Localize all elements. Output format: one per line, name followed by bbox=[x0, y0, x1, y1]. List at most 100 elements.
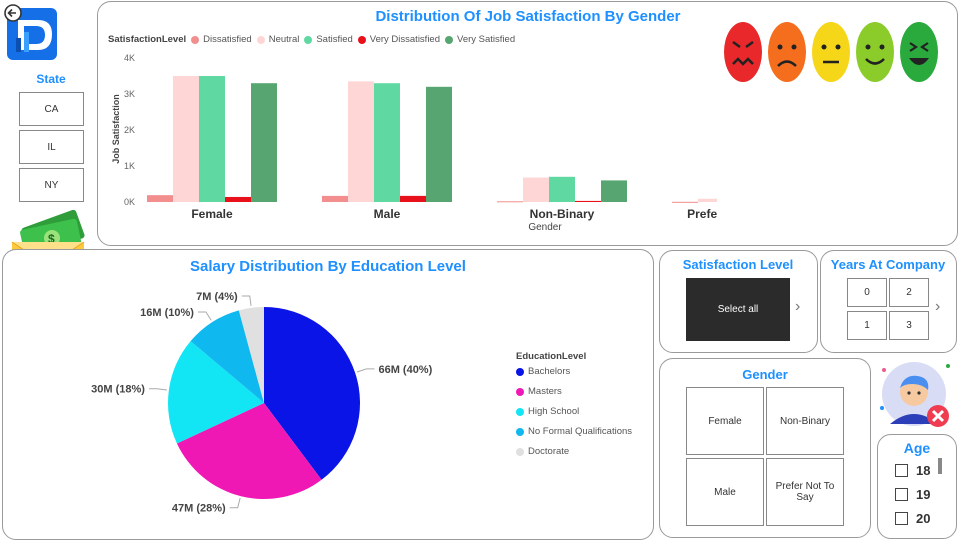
gender-item-non-binary[interactable]: Non-Binary bbox=[766, 387, 844, 455]
pie-data-label: 7M (4%) bbox=[196, 291, 238, 303]
pie-slice-high-school[interactable] bbox=[168, 341, 264, 444]
neutral-face-icon bbox=[812, 22, 850, 82]
state-item-ny[interactable]: NY bbox=[19, 168, 84, 202]
pie-label-leader bbox=[241, 295, 252, 306]
bar-very-dissatisfied[interactable] bbox=[225, 196, 251, 202]
state-item-il[interactable]: IL bbox=[19, 130, 84, 164]
legend-item-no-formal: No Formal Qualifications bbox=[516, 426, 632, 437]
pie-data-label: 66M (40%) bbox=[378, 364, 432, 376]
age-scrollbar[interactable] bbox=[938, 458, 942, 474]
pie-slice-masters[interactable] bbox=[176, 403, 322, 499]
legend-label: Satisfied bbox=[316, 34, 353, 45]
legend-item-neutral: Neutral bbox=[256, 34, 300, 45]
pie-slice-bachelors[interactable] bbox=[264, 307, 360, 480]
bar-very-dissatisfied[interactable] bbox=[400, 195, 426, 202]
legend-item-very-satisfied: Very Satisfied bbox=[445, 34, 515, 45]
checkbox[interactable] bbox=[895, 512, 908, 525]
age-slicer bbox=[877, 434, 957, 539]
x-tick-label: Female bbox=[191, 207, 233, 221]
bar-dissatisfied[interactable] bbox=[322, 195, 348, 202]
gender-item-female[interactable]: Female bbox=[686, 387, 764, 455]
legend-label: Neutral bbox=[268, 34, 300, 45]
gender-item-male[interactable]: Male bbox=[686, 458, 764, 526]
bar-very-satisfied[interactable] bbox=[426, 86, 452, 202]
svg-text:$: $ bbox=[48, 232, 55, 246]
years-item-1[interactable]: 1 bbox=[847, 311, 887, 340]
legend-label: No Formal Qualifications bbox=[528, 426, 633, 437]
bar-satisfied[interactable] bbox=[199, 76, 225, 202]
bar-dissatisfied[interactable] bbox=[147, 195, 173, 202]
very-dissatisfied-face-icon bbox=[724, 22, 762, 82]
legend-label: Bachelors bbox=[528, 366, 571, 377]
gender-slicer-title: Gender bbox=[742, 367, 788, 382]
bar-very-dissatisfied[interactable] bbox=[575, 200, 601, 202]
select-all-button[interactable]: Select all bbox=[686, 278, 790, 341]
bar-neutral[interactable] bbox=[523, 177, 549, 202]
age-label: 19 bbox=[916, 487, 931, 502]
years-item-2[interactable]: 2 bbox=[889, 278, 929, 307]
pie-legend: EducationLevel Bachelors Masters High Sc… bbox=[516, 351, 632, 457]
y-tick-label: 3K bbox=[124, 89, 135, 99]
age-slicer-title: Age bbox=[903, 440, 931, 456]
legend-label: Very Dissatisfied bbox=[369, 34, 441, 45]
y-tick-label: 0K bbox=[124, 197, 135, 207]
legend-label: Dissatisfied bbox=[203, 34, 252, 45]
satisfied-face-icon bbox=[856, 22, 894, 82]
y-tick-label: 2K bbox=[124, 125, 135, 135]
legend-label: Very Satisfied bbox=[457, 34, 516, 45]
bar-neutral[interactable] bbox=[698, 198, 717, 202]
pie-slice-doctorate[interactable] bbox=[238, 307, 264, 403]
pie-data-label: 30M (18%) bbox=[91, 384, 145, 396]
pie-label-leader bbox=[356, 368, 375, 373]
back-arrow-icon[interactable] bbox=[3, 3, 23, 23]
y-tick-label: 4K bbox=[124, 53, 135, 63]
pie-data-label: 47M (28%) bbox=[172, 503, 226, 515]
pie-data-label: 16M (10%) bbox=[140, 307, 194, 319]
legend-item-bachelors: Bachelors bbox=[516, 366, 632, 377]
legend-label: High School bbox=[528, 406, 580, 417]
y-axis-label: Job Satisfaction bbox=[111, 94, 121, 164]
chevron-right-icon[interactable]: › bbox=[795, 298, 801, 315]
age-item-19[interactable]: 19 bbox=[895, 487, 930, 502]
legend-item-high-school: High School bbox=[516, 406, 632, 417]
legend-title: SatisfactionLevel bbox=[108, 34, 187, 45]
chevron-right-icon[interactable]: › bbox=[935, 298, 941, 315]
legend-label: Masters bbox=[528, 386, 562, 397]
legend-item-doctorate: Doctorate bbox=[516, 446, 632, 457]
age-item-20[interactable]: 20 bbox=[895, 511, 930, 526]
logo-icon bbox=[4, 2, 64, 64]
x-axis-label: Gender bbox=[528, 222, 562, 233]
bar-very-satisfied[interactable] bbox=[251, 83, 277, 202]
bar-dissatisfied[interactable] bbox=[497, 201, 523, 203]
checkbox[interactable] bbox=[895, 488, 908, 501]
job-satisfaction-bar-chart: 0K 1K 2K 3K 4K Female Male Non-Binary Prefer Not… bbox=[124, 53, 717, 221]
gender-item-prefer-not-to-say[interactable]: Prefer Not To Say bbox=[766, 458, 844, 526]
age-label: 18 bbox=[916, 463, 931, 478]
bar-neutral[interactable] bbox=[348, 81, 374, 202]
legend-item-satisfied: Satisfied bbox=[304, 34, 353, 45]
x-tick-label: Male bbox=[374, 207, 401, 221]
state-slicer-title: State bbox=[36, 72, 66, 86]
age-label: 20 bbox=[916, 511, 931, 526]
y-tick-label: 1K bbox=[124, 161, 135, 171]
bar-very-satisfied[interactable] bbox=[601, 180, 627, 202]
pie-legend-title: EducationLevel bbox=[516, 351, 587, 362]
legend-label: Doctorate bbox=[528, 446, 570, 457]
pie-label-leader bbox=[197, 311, 212, 321]
state-item-ca[interactable]: CA bbox=[19, 92, 84, 126]
bar-satisfied[interactable] bbox=[374, 83, 400, 202]
pie-slice-no-formal-qualifications[interactable] bbox=[190, 310, 264, 403]
job-chart-legend: SatisfactionLevel Dissatisfied Neutral S… bbox=[108, 34, 515, 45]
emoji-faces bbox=[722, 20, 942, 84]
x-tick-label: Non-Binary bbox=[530, 207, 595, 221]
years-at-company-slicer bbox=[820, 250, 957, 353]
bar-neutral[interactable] bbox=[173, 76, 199, 202]
user-remove-icon bbox=[876, 360, 956, 430]
years-item-3[interactable]: 3 bbox=[889, 311, 929, 340]
checkbox[interactable] bbox=[895, 464, 908, 477]
age-item-18[interactable]: 18 bbox=[895, 463, 930, 478]
bar-satisfied[interactable] bbox=[549, 176, 575, 202]
years-item-0[interactable]: 0 bbox=[847, 278, 887, 307]
bar-dissatisfied[interactable] bbox=[672, 201, 698, 203]
dissatisfied-face-icon bbox=[768, 22, 806, 82]
